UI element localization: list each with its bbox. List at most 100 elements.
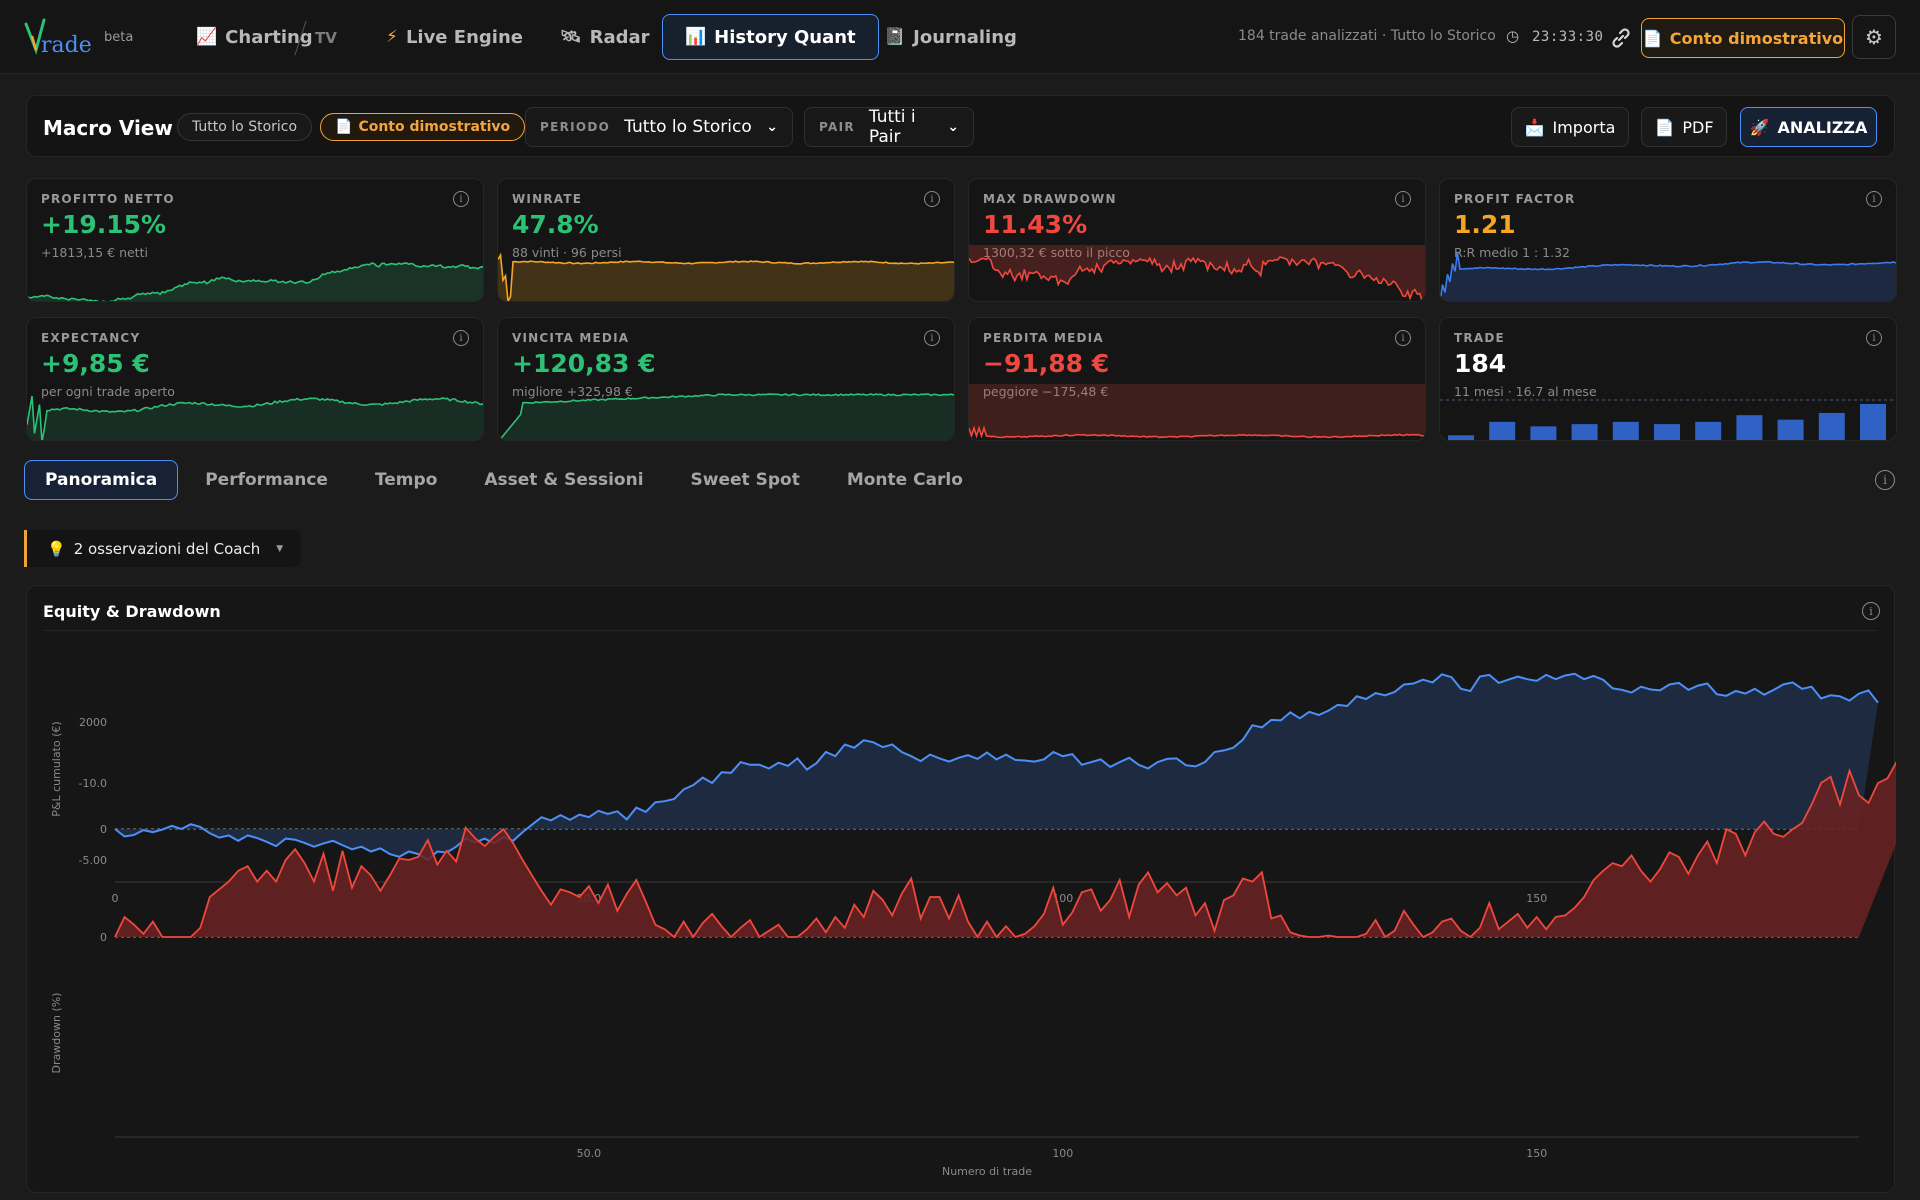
x-tick-label: 100 — [1052, 1147, 1073, 1160]
tab-performance[interactable]: Performance — [205, 470, 328, 490]
nav-label: Charting — [225, 26, 313, 48]
tab-sweet-spot[interactable]: Sweet Spot — [690, 470, 800, 490]
info-icon[interactable]: i — [453, 330, 469, 346]
spark-line — [498, 393, 954, 440]
tab-asset-sessioni[interactable]: Asset & Sessioni — [484, 470, 644, 490]
nav-radar[interactable]: 🛰 Radar — [538, 14, 672, 60]
bar-chart-icon: 📊 — [685, 27, 707, 47]
clock-icon: ◷ — [1506, 27, 1520, 45]
import-button[interactable]: 📩 Importa — [1511, 107, 1629, 147]
kpi-label: WINRATE — [512, 192, 583, 206]
nav-history-quant[interactable]: 📊 History Quant — [662, 14, 879, 60]
spark-line — [1440, 252, 1896, 301]
period-select[interactable]: PERIODO Tutto lo Storico ⌄ — [525, 107, 793, 147]
settings-button[interactable]: ⚙ — [1852, 15, 1896, 59]
sparkline — [1440, 252, 1896, 301]
drawdown-line — [114, 761, 1896, 939]
top-nav: rade beta 📈 Charting TV ⚡ Live Engine 🛰 … — [0, 0, 1920, 74]
kpi-subtext: peggiore −175,48 € — [983, 384, 1109, 399]
sparkline — [1440, 399, 1896, 440]
kpi-value: −91,88 € — [983, 349, 1110, 378]
tab-monte-carlo[interactable]: Monte Carlo — [846, 470, 963, 490]
nav-journaling[interactable]: 📓 Journaling — [862, 14, 1039, 60]
sparkline — [969, 384, 1425, 439]
satellite-icon: 🛰 — [560, 27, 582, 47]
kpi-label: TRADE — [1454, 331, 1505, 345]
kpi-value: +9,85 € — [41, 349, 150, 378]
kpi-card-perdita-media: PERDITA MEDIA −91,88 € peggiore −175,48 € i — [968, 317, 1426, 441]
coach-observations[interactable]: 💡 2 osservazioni del Coach ▼ — [24, 530, 302, 567]
kpi-card-max-drawdown: MAX DRAWDOWN 11.43% 1300,32 € sotto il pic… — [968, 178, 1426, 302]
y-axis-label: P&L cumulato (€) — [50, 721, 63, 816]
divider — [43, 630, 1878, 631]
rocket-icon: 🚀 — [1749, 117, 1770, 137]
equity-drawdown-panel: Equity & Drawdown i 0 2000 0 50.0 100 150 P&L … — [26, 585, 1896, 1193]
info-icon[interactable]: i — [924, 330, 940, 346]
kpi-card-expectancy: EXPECTANCY +9,85 € per ogni trade aperto i — [26, 317, 484, 441]
link-icon[interactable] — [1608, 25, 1634, 51]
nav-charting[interactable]: 📈 Charting — [174, 14, 335, 60]
kpi-subtext: 1300,32 € sotto il picco — [983, 245, 1130, 260]
chevron-down-icon: ⌄ — [766, 119, 778, 135]
lightbulb-icon: 💡 — [47, 539, 66, 558]
pair-select[interactable]: PAIR Tutti i Pair ⌄ — [804, 107, 974, 147]
pair-label: PAIR — [819, 120, 855, 134]
kpi-value: 11.43% — [983, 210, 1088, 239]
trade-bar — [1530, 426, 1557, 440]
pdf-button[interactable]: 📄 PDF — [1641, 107, 1727, 147]
period-value: Tutto lo Storico — [624, 117, 752, 137]
sparkline — [969, 245, 1425, 301]
kpi-value: 184 — [1454, 349, 1507, 378]
kpi-card-vincita-media: VINCITA MEDIA +120,83 € migliore +325,98 €… — [497, 317, 955, 441]
kpi-value: 47.8% — [512, 210, 599, 239]
spark-line — [27, 262, 483, 301]
info-icon[interactable]: i — [1395, 191, 1411, 207]
trade-bar — [1860, 404, 1886, 440]
kpi-label: PROFIT FACTOR — [1454, 192, 1576, 206]
info-icon[interactable]: i — [1866, 330, 1882, 346]
vtrade-logo[interactable]: rade — [22, 16, 92, 60]
kpi-card-trade: TRADE 184 11 mesi · 16.7 al mese i — [1439, 317, 1897, 441]
analyze-button[interactable]: 🚀 ANALIZZA — [1740, 107, 1877, 147]
x-tick-label: 150 — [1526, 1147, 1547, 1160]
kpi-subtext: R:R medio 1 : 1.32 — [1454, 245, 1571, 260]
info-icon[interactable]: i — [1395, 330, 1411, 346]
spark-area — [27, 263, 483, 301]
tab-tempo[interactable]: Tempo — [374, 470, 438, 490]
caret-down-icon: ▼ — [276, 543, 284, 554]
spark-line — [27, 395, 483, 440]
sparkline — [27, 395, 483, 440]
tab-panoramica[interactable]: Panoramica — [24, 460, 179, 500]
trade-bar — [1654, 424, 1680, 440]
sparkline — [498, 393, 954, 440]
document-icon: 📄 — [1654, 117, 1675, 137]
trade-bar — [1571, 424, 1598, 440]
tv-link[interactable]: TV — [315, 29, 337, 47]
nav-label: History Quant — [714, 26, 856, 48]
y-axis-label: Drawdown (%) — [50, 993, 63, 1074]
kpi-label: PROFITTO NETTO — [41, 192, 175, 206]
document-icon: 📄 — [335, 119, 353, 135]
demo-account-pill: 📄 Conto dimostrativo — [320, 113, 526, 141]
kpi-subtext: migliore +325,98 € — [512, 384, 633, 399]
trade-bar — [1818, 412, 1845, 440]
y-tick-label: 0 — [100, 931, 107, 944]
kpi-card-winrate: WINRATE 47.8% 88 vinti · 96 persi i — [497, 178, 955, 302]
nav-live-engine[interactable]: ⚡ Live Engine — [364, 14, 545, 60]
info-icon[interactable]: i — [1866, 191, 1882, 207]
spark-line — [969, 256, 1425, 301]
info-icon[interactable]: i — [1875, 470, 1895, 490]
period-label: PERIODO — [540, 120, 611, 134]
trade-bar — [1612, 421, 1639, 440]
sparkline — [27, 262, 483, 301]
info-icon[interactable]: i — [1862, 602, 1880, 620]
pair-value: Tutti i Pair — [868, 107, 916, 147]
kpi-subtext: 11 mesi · 16.7 al mese — [1454, 384, 1597, 399]
y-tick-label: -5.00 — [79, 854, 107, 867]
trade-bar — [1736, 415, 1763, 440]
info-icon[interactable]: i — [453, 191, 469, 207]
info-icon[interactable]: i — [924, 191, 940, 207]
demo-account-button[interactable]: 📄 Conto dimostrativo — [1641, 18, 1845, 58]
equity-drawdown-chart: 0 2000 0 50.0 100 150 P&L cumulato (€) 0 -5.00 -1… — [50, 672, 1896, 1178]
kpi-value: 1.21 — [1454, 210, 1516, 239]
